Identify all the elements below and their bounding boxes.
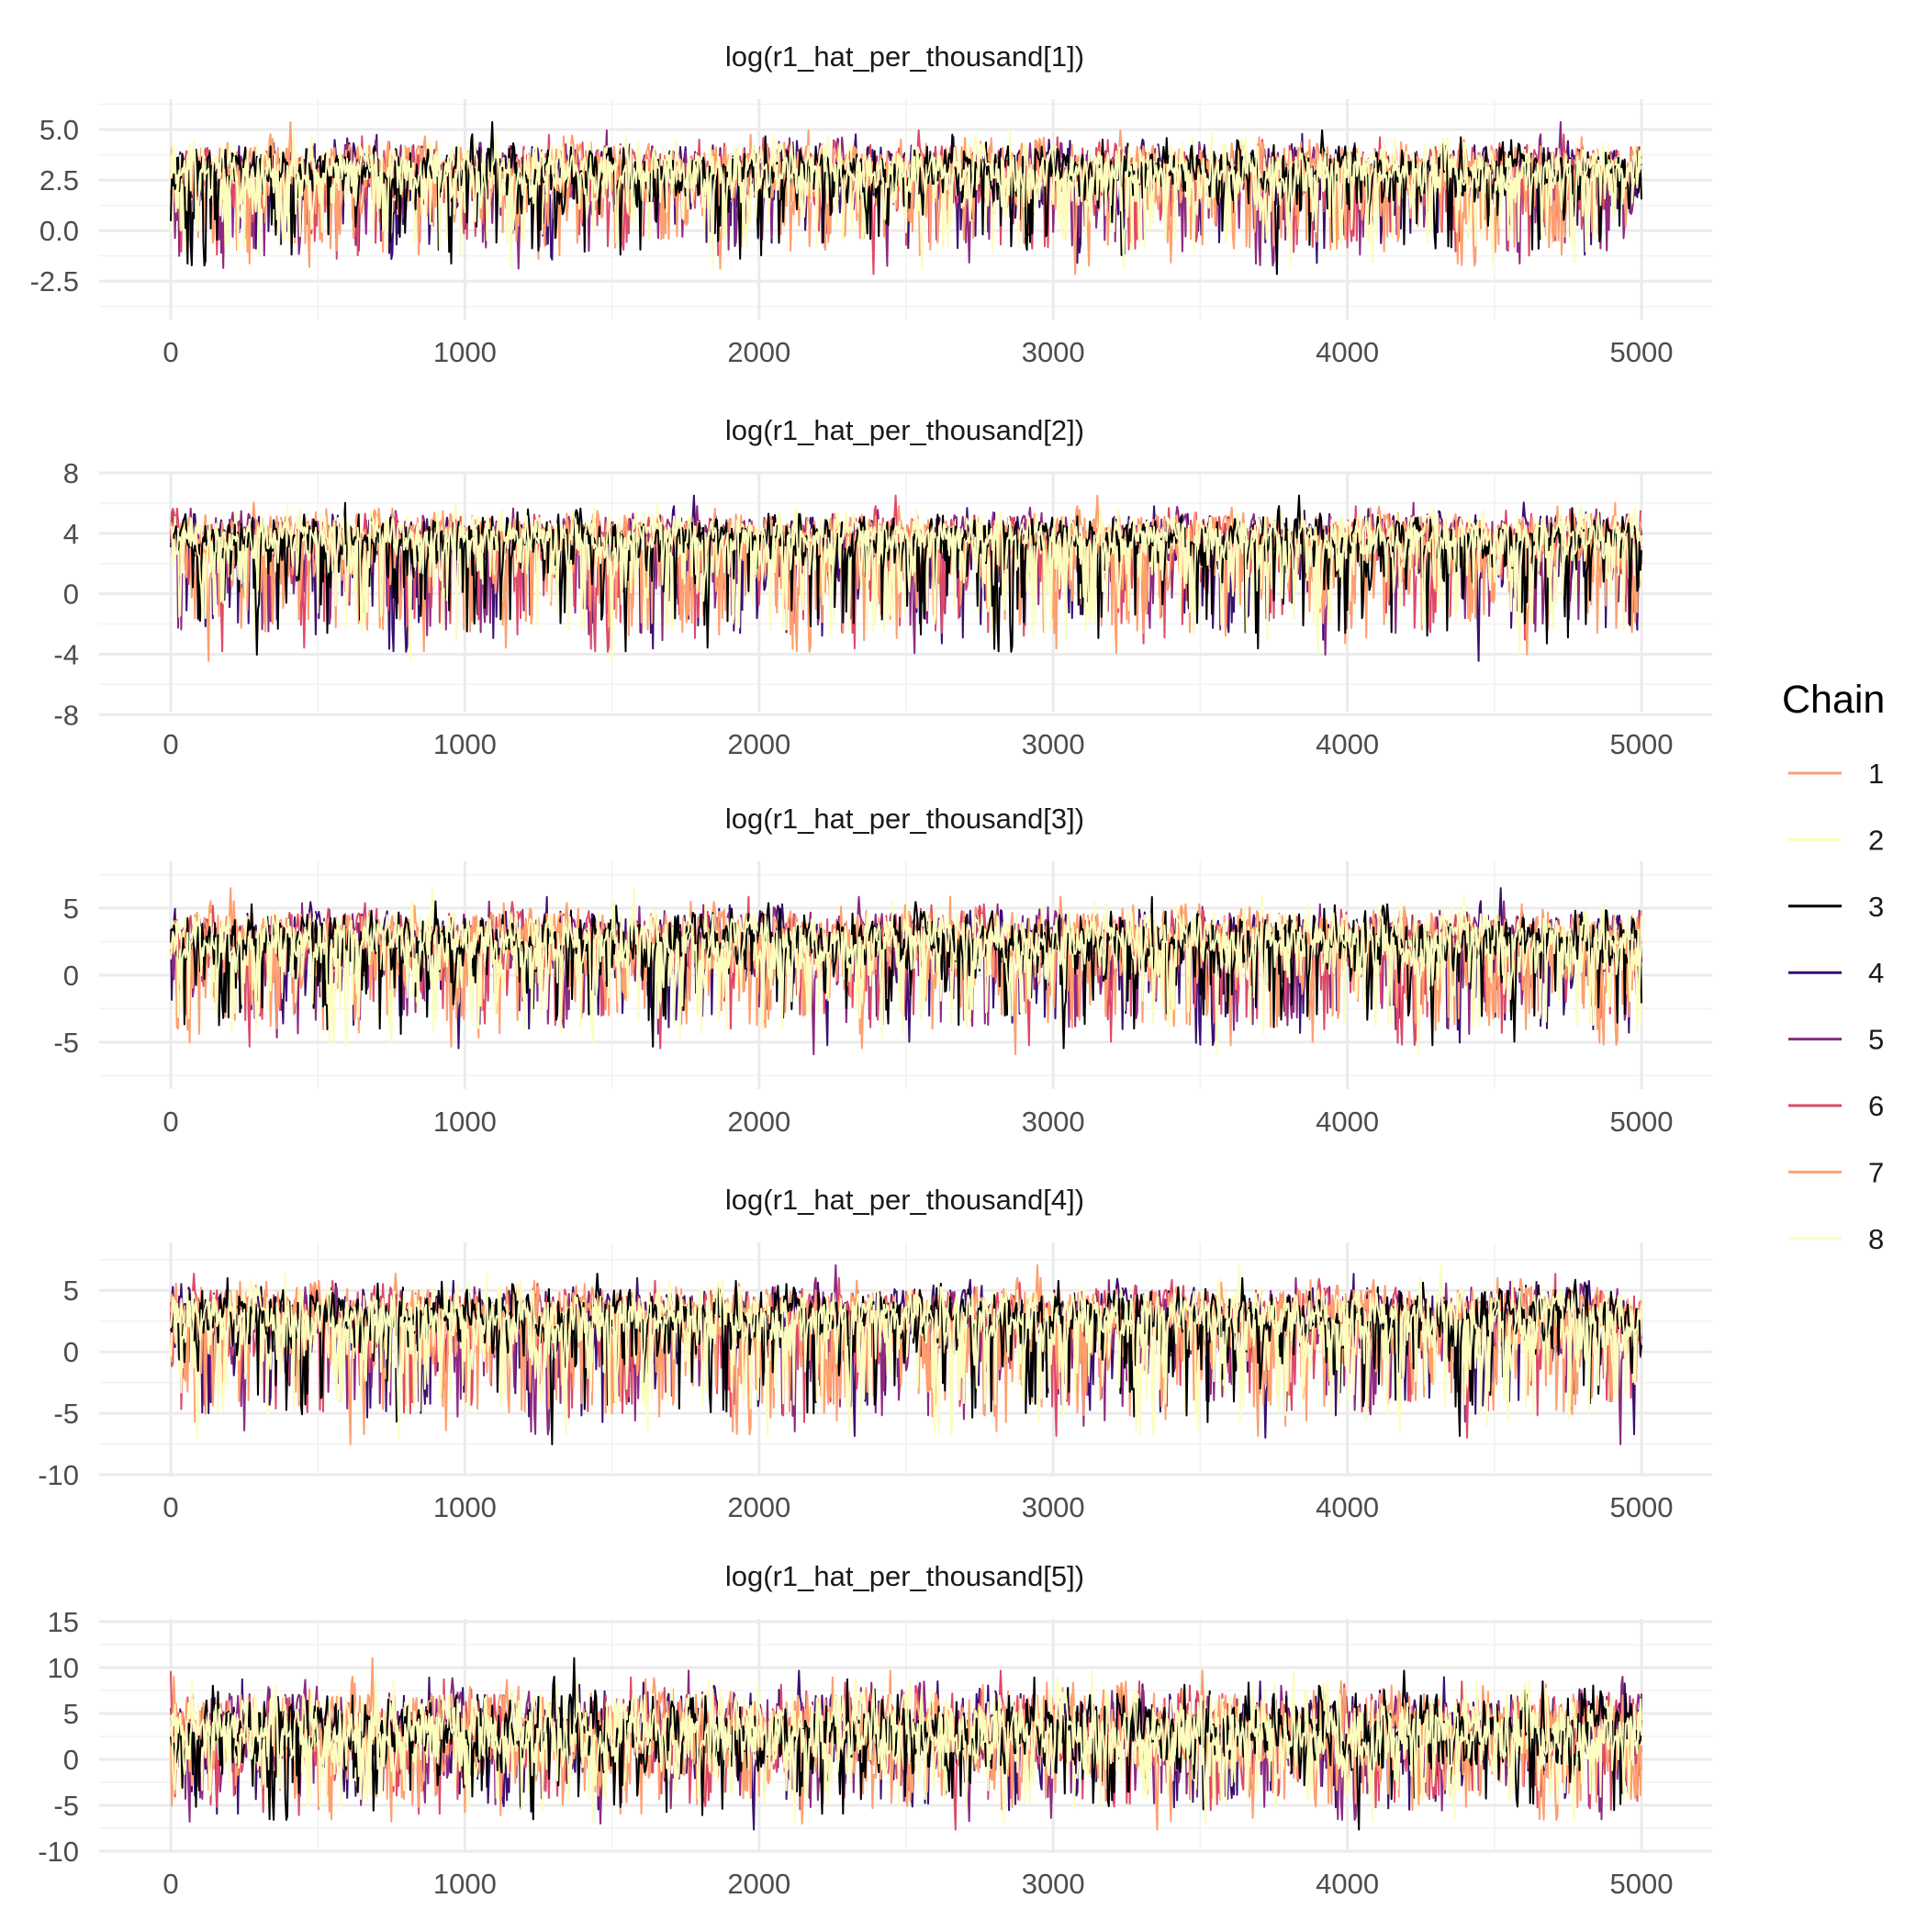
panel-title: log(r1_hat_per_thousand[5]) xyxy=(725,1560,1084,1592)
x-tick-label: 0 xyxy=(162,336,178,368)
x-tick-label: 5000 xyxy=(1610,728,1674,760)
y-tick-label: 15 xyxy=(48,1606,79,1638)
chain-2-trace xyxy=(170,887,1642,1056)
legend: Chain 1 2 3 4 5 6 7 8 xyxy=(1782,678,1885,1255)
x-tick-label: 2000 xyxy=(727,1868,790,1900)
x-tick-label: 3000 xyxy=(1022,336,1085,368)
y-tick-label: -2.5 xyxy=(30,265,79,298)
y-tick-label: 4 xyxy=(63,518,79,550)
x-tick-label: 2000 xyxy=(727,1106,790,1138)
legend-title: Chain xyxy=(1782,678,1885,722)
legend-label: 3 xyxy=(1868,891,1884,923)
y-tick-label: 2.5 xyxy=(39,164,79,197)
x-tick-label: 4000 xyxy=(1316,336,1379,368)
legend-label: 2 xyxy=(1868,824,1884,856)
y-tick-label: 0 xyxy=(63,578,79,611)
x-tick-label: 5000 xyxy=(1610,1868,1674,1900)
x-tick-label: 3000 xyxy=(1022,1106,1085,1138)
y-tick-label: -4 xyxy=(53,638,79,670)
y-tick-label: -5 xyxy=(53,1790,79,1822)
y-tick-label: 8 xyxy=(63,457,79,489)
x-tick-label: 2000 xyxy=(727,1491,790,1523)
x-tick-label: 3000 xyxy=(1022,728,1085,760)
x-tick-label: 3000 xyxy=(1022,1868,1085,1900)
y-tick-label: 5.0 xyxy=(39,114,79,146)
legend-label: 1 xyxy=(1868,758,1884,790)
y-tick-label: -5 xyxy=(53,1398,79,1430)
panel-title: log(r1_hat_per_thousand[2]) xyxy=(725,414,1084,446)
legend-label: 4 xyxy=(1868,957,1884,989)
x-tick-label: 3000 xyxy=(1022,1491,1085,1523)
x-tick-label: 1000 xyxy=(433,336,497,368)
x-tick-label: 0 xyxy=(162,1491,178,1523)
y-tick-label: 5 xyxy=(63,893,79,925)
y-tick-label: 5 xyxy=(63,1275,79,1307)
panel-3: -5 0 5 0 1000 2000 3000 4000 5000 log(r1_hat_per_… xyxy=(53,803,1712,1138)
y-tick-label: -10 xyxy=(38,1459,79,1491)
x-tick-label: 5000 xyxy=(1610,1106,1674,1138)
chain-2-trace xyxy=(170,1669,1642,1825)
y-tick-label: -10 xyxy=(38,1836,79,1868)
chain-2-trace xyxy=(170,501,1642,662)
chain-2-trace xyxy=(170,1264,1642,1439)
y-tick-label: 0.0 xyxy=(39,215,79,247)
x-tick-label: 2000 xyxy=(727,336,790,368)
x-tick-label: 1000 xyxy=(433,1868,497,1900)
y-tick-label: -8 xyxy=(53,699,79,731)
panel-title: log(r1_hat_per_thousand[4]) xyxy=(725,1184,1084,1216)
x-tick-label: 5000 xyxy=(1610,336,1674,368)
y-tick-label: 5 xyxy=(63,1698,79,1730)
panel-title: log(r1_hat_per_thousand[1]) xyxy=(725,40,1084,73)
y-tick-label: 0 xyxy=(63,1744,79,1776)
legend-label: 6 xyxy=(1868,1090,1884,1122)
x-tick-label: 4000 xyxy=(1316,1868,1379,1900)
legend-label: 8 xyxy=(1868,1223,1884,1255)
x-tick-label: 5000 xyxy=(1610,1491,1674,1523)
legend-label: 5 xyxy=(1868,1024,1884,1056)
y-tick-label: 10 xyxy=(48,1652,79,1684)
x-tick-label: 0 xyxy=(162,1868,178,1900)
panel-2: -8 -4 0 4 8 0 1000 2000 3000 4000 5000 log(r1_hat_p… xyxy=(53,414,1712,760)
x-tick-label: 4000 xyxy=(1316,728,1379,760)
legend-label: 7 xyxy=(1868,1156,1884,1188)
x-tick-label: 4000 xyxy=(1316,1491,1379,1523)
x-tick-label: 1000 xyxy=(433,728,497,760)
panel-4: -10 -5 0 5 0 1000 2000 3000 4000 5000 log(r1_hat_p… xyxy=(38,1184,1712,1523)
x-tick-label: 0 xyxy=(162,728,178,760)
y-tick-label: 0 xyxy=(63,1336,79,1368)
panel-title: log(r1_hat_per_thousand[3]) xyxy=(725,803,1084,835)
x-tick-label: 0 xyxy=(162,1106,178,1138)
y-tick-label: 0 xyxy=(63,960,79,992)
x-tick-label: 1000 xyxy=(433,1491,497,1523)
panel-5: -10 -5 0 5 10 15 0 1000 2000 3000 4000 5000 log(r1_h… xyxy=(38,1560,1712,1900)
chain-2-trace xyxy=(170,129,1642,270)
panel-1: -2.5 0.0 2.5 5.0 0 1000 2000 3000 4000 5000 log(r1… xyxy=(30,40,1712,368)
x-tick-label: 2000 xyxy=(727,728,790,760)
x-tick-label: 1000 xyxy=(433,1106,497,1138)
y-tick-label: -5 xyxy=(53,1027,79,1059)
x-tick-label: 4000 xyxy=(1316,1106,1379,1138)
